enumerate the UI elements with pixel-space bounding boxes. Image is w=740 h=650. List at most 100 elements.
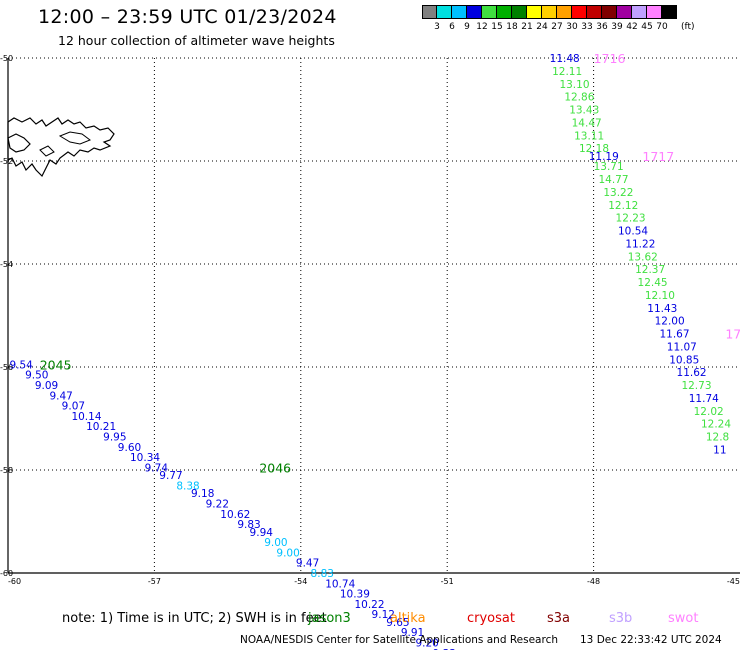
wave-height-value: 9.60 xyxy=(118,442,141,454)
wave-height-value: 12.18 xyxy=(579,143,609,155)
latitude-tick-label: -56 xyxy=(0,363,13,372)
latitude-tick-label: -54 xyxy=(0,260,13,269)
color-legend-unit: (ft) xyxy=(681,22,695,32)
wave-height-value: 10.14 xyxy=(71,411,101,423)
color-swatch xyxy=(632,5,647,19)
wave-height-value: 11.07 xyxy=(667,341,697,353)
wave-height-value: 10.34 xyxy=(130,452,160,464)
wave-height-value: 9.95 xyxy=(103,432,126,444)
color-swatch xyxy=(587,5,602,19)
wave-height-value: 13.62 xyxy=(628,251,658,263)
longitude-tick-label: -57 xyxy=(148,577,161,586)
color-swatch xyxy=(512,5,527,19)
wave-height-value: 11.19 xyxy=(589,151,619,163)
color-swatch xyxy=(497,5,512,19)
wave-height-value: 9.18 xyxy=(191,488,214,500)
color-swatch xyxy=(602,5,617,19)
wave-height-value: 9.20 xyxy=(415,638,438,650)
wave-height-value: 12.00 xyxy=(655,316,685,328)
wave-height-value: 9.54 xyxy=(9,359,33,371)
longitude-tick-label: -48 xyxy=(587,577,600,586)
color-legend-label: 6 xyxy=(449,22,455,32)
wave-height-value: 9.00 xyxy=(264,537,287,549)
wave-height-value: 11.67 xyxy=(659,329,689,341)
color-legend-label: 21 xyxy=(521,22,533,32)
footer-credit: NOAA/NESDIS Center for Satellite Applica… xyxy=(240,634,558,646)
color-legend-label: 70 xyxy=(656,22,668,32)
wave-height-value: 9.12 xyxy=(372,609,395,621)
color-swatch xyxy=(422,5,437,19)
wave-height-value: 11.74 xyxy=(689,393,719,405)
wave-height-value: 9.00 xyxy=(276,547,299,559)
pass-time-label: 1716 xyxy=(594,51,626,66)
map-grid: -50 -52 -54 -56 -58 -60-60 -57 -54 -51 -48 -45 xyxy=(0,54,740,586)
wave-height-value: 9.94 xyxy=(250,527,274,539)
latitude-tick-label: -60 xyxy=(0,569,13,578)
color-swatch xyxy=(617,5,632,19)
wave-height-value: 9.07 xyxy=(62,401,85,413)
color-swatch xyxy=(557,5,572,19)
pass-time-label: 2046 xyxy=(259,460,291,475)
color-legend-label: 12 xyxy=(476,22,488,32)
longitude-tick-label: -60 xyxy=(8,577,21,586)
color-swatch xyxy=(527,5,542,19)
satellite-legend-s3b: s3b xyxy=(609,611,633,626)
wave-height-value: 9.47 xyxy=(296,558,319,570)
altimeter-tracks: 11.4812.1113.1012.8613.4314.4713.1112.18… xyxy=(9,51,740,650)
wave-height-value: 11.62 xyxy=(677,367,707,379)
wave-height-value: 9.50 xyxy=(25,370,48,382)
wave-height-value: 12.8 xyxy=(706,432,729,444)
color-legend-label: 3 xyxy=(434,22,440,32)
wave-height-value: 9.77 xyxy=(159,470,182,482)
wave-height-value: 12.11 xyxy=(552,66,582,78)
latitude-tick-label: -58 xyxy=(0,466,13,475)
color-swatch xyxy=(647,5,662,19)
wave-height-value: 10.62 xyxy=(220,509,250,521)
latitude-tick-label: -50 xyxy=(0,54,13,63)
wave-height-value: 10.54 xyxy=(618,226,648,238)
color-swatch xyxy=(482,5,497,19)
wave-height-value: 11.22 xyxy=(625,238,655,250)
wave-height-value: 11 xyxy=(713,444,726,456)
wave-height-value: 13.43 xyxy=(569,105,599,117)
color-legend-label: 30 xyxy=(566,22,578,32)
page-subtitle: 12 hour collection of altimeter wave hei… xyxy=(58,33,335,48)
pass-time-label: 1718 xyxy=(725,327,740,342)
color-legend-label: 27 xyxy=(551,22,563,32)
wave-height-value: 9.33 xyxy=(433,648,456,650)
track-2045-2046: 9.549.509.099.479.0710.1410.219.959.6010… xyxy=(9,357,455,650)
color-legend-label: 45 xyxy=(641,22,653,32)
wave-height-value: 11.48 xyxy=(550,53,580,65)
wave-height-value: 12.86 xyxy=(564,92,594,104)
color-legend-label: 42 xyxy=(626,22,638,32)
wave-height-value: 13.11 xyxy=(574,130,604,142)
color-legend-frame xyxy=(422,5,677,19)
wave-height-value: 12.73 xyxy=(681,380,711,392)
color-legend-label: 39 xyxy=(611,22,623,32)
wave-height-value: 11.43 xyxy=(647,303,677,315)
wave-height-value: 10.21 xyxy=(86,421,116,433)
wave-height-value: 12.23 xyxy=(616,213,646,225)
color-legend-label: 24 xyxy=(536,22,548,32)
wave-height-value: 12.45 xyxy=(638,277,668,289)
color-swatch xyxy=(572,5,587,19)
footnote: note: 1) Time is in UTC; 2) SWH is in fe… xyxy=(62,611,327,626)
wave-height-value: 13.22 xyxy=(603,187,633,199)
wave-height-value: 9.65 xyxy=(386,617,409,629)
wave-height-value: 12.24 xyxy=(701,419,731,431)
wave-height-value: 8.38 xyxy=(176,480,199,492)
color-legend-label: 18 xyxy=(506,22,518,32)
wave-height-value: 10.22 xyxy=(354,599,384,611)
wave-height-value: 14.47 xyxy=(572,117,602,129)
wave-height-value: 9.47 xyxy=(49,390,72,402)
satellite-legend-swot: swot xyxy=(668,611,699,626)
color-legend-label: 9 xyxy=(464,22,470,32)
color-legend-label: 15 xyxy=(491,22,503,32)
latitude-tick-label: -52 xyxy=(0,157,13,166)
wave-height-value: 9.83 xyxy=(237,519,260,531)
wave-height-value: 10.85 xyxy=(669,354,699,366)
wave-height-value: 9.91 xyxy=(401,627,424,639)
color-legend-label: 36 xyxy=(596,22,608,32)
satellite-legend-s3a: s3a xyxy=(547,611,571,626)
